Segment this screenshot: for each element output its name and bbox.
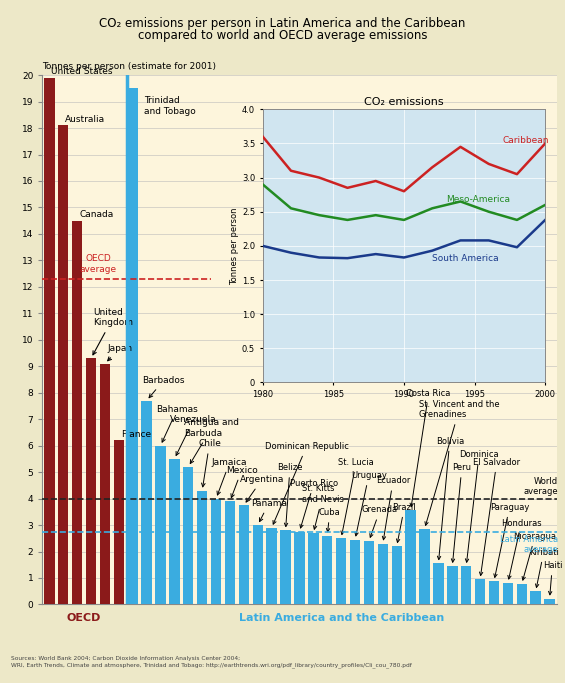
Text: Ecuador: Ecuador — [376, 476, 410, 540]
Bar — [99, 363, 110, 604]
Bar — [72, 221, 82, 604]
Bar — [128, 88, 138, 604]
Bar — [531, 591, 541, 604]
Text: Antigua and
Barbuda: Antigua and Barbuda — [184, 418, 239, 464]
Bar — [253, 525, 263, 604]
Bar — [114, 441, 124, 604]
Text: OECD: OECD — [67, 613, 101, 623]
Bar — [308, 533, 319, 604]
Bar — [141, 401, 152, 604]
Bar — [225, 501, 235, 604]
Text: Panama: Panama — [251, 499, 287, 522]
Text: CO₂ emissions per person in Latin America and the Caribbean: CO₂ emissions per person in Latin Americ… — [99, 17, 466, 30]
Text: Puerto Rico: Puerto Rico — [290, 479, 338, 528]
Bar — [503, 583, 513, 604]
Title: CO₂ emissions: CO₂ emissions — [364, 97, 444, 107]
Bar — [447, 566, 458, 604]
Bar — [544, 598, 555, 604]
Text: Cuba: Cuba — [319, 508, 341, 532]
Text: Kiribati: Kiribati — [529, 548, 559, 587]
Text: Costa Rica: Costa Rica — [406, 389, 451, 507]
Text: Venezuela: Venezuela — [170, 415, 217, 456]
Text: Brazil: Brazil — [393, 503, 416, 542]
Text: St. Vincent and the
Grenadines: St. Vincent and the Grenadines — [419, 400, 499, 525]
Text: Canada: Canada — [79, 210, 114, 219]
Text: Tonnes per person (estimate for 2001): Tonnes per person (estimate for 2001) — [42, 62, 216, 71]
Bar — [475, 579, 485, 604]
Text: Grenada: Grenada — [362, 505, 398, 538]
Bar — [197, 490, 207, 604]
Text: World
average: World average — [523, 477, 558, 497]
Text: Caribbean: Caribbean — [503, 135, 549, 145]
Text: Japan: Japan — [107, 344, 132, 361]
Text: Belize: Belize — [277, 463, 303, 527]
Bar — [267, 528, 277, 604]
Text: Sources: World Bank 2004; Carbon Dioxide Information Analysis Center 2004;
WRI, : Sources: World Bank 2004; Carbon Dioxide… — [11, 656, 412, 668]
Text: United
Kingdom: United Kingdom — [93, 308, 133, 354]
Text: Bolivia: Bolivia — [436, 436, 464, 559]
Bar — [516, 584, 527, 604]
Text: Nicaragua: Nicaragua — [514, 532, 557, 580]
Text: Latin America and the Caribbean: Latin America and the Caribbean — [238, 613, 444, 623]
Text: Dominica: Dominica — [459, 450, 499, 562]
Text: Honduras: Honduras — [501, 518, 542, 579]
Bar — [392, 546, 402, 604]
Bar — [169, 459, 180, 604]
Text: Trinidad
and Tobago: Trinidad and Tobago — [144, 96, 195, 115]
Text: Haiti: Haiti — [542, 561, 562, 595]
Text: Uruguay: Uruguay — [351, 471, 386, 536]
Text: Latin America
average: Latin America average — [500, 535, 558, 554]
Bar — [44, 78, 55, 604]
Bar — [86, 359, 96, 604]
Bar — [211, 499, 221, 604]
Text: Chile: Chile — [198, 439, 221, 487]
Text: St. Kitts
and Nevis: St. Kitts and Nevis — [302, 484, 344, 529]
Bar — [336, 538, 346, 604]
Text: OECD
average: OECD average — [80, 254, 116, 274]
Text: Barbados: Barbados — [142, 376, 185, 398]
Text: St. Lucia: St. Lucia — [338, 458, 374, 535]
Bar — [350, 540, 360, 604]
Text: Mexico: Mexico — [226, 466, 258, 498]
Bar — [364, 541, 374, 604]
Bar — [377, 544, 388, 604]
Bar — [238, 505, 249, 604]
Text: Peru: Peru — [451, 463, 471, 562]
Bar — [58, 126, 68, 604]
Text: Argentina: Argentina — [240, 475, 284, 502]
Bar — [322, 535, 332, 604]
Text: Bahamas: Bahamas — [157, 405, 198, 442]
Text: Australia: Australia — [66, 115, 106, 124]
Bar — [280, 530, 291, 604]
Text: France: France — [121, 430, 151, 439]
Y-axis label: Tonnes per person: Tonnes per person — [230, 207, 239, 285]
Text: compared to world and OECD average emissions: compared to world and OECD average emiss… — [138, 29, 427, 42]
Bar — [489, 581, 499, 604]
Text: Paraguay: Paraguay — [490, 503, 529, 577]
Bar — [294, 531, 305, 604]
Bar — [461, 566, 471, 604]
Text: United States: United States — [51, 68, 113, 76]
Bar — [419, 529, 430, 604]
Text: Meso-America: Meso-America — [446, 195, 510, 204]
Text: South America: South America — [432, 253, 499, 263]
Text: El Salvador: El Salvador — [473, 458, 520, 576]
Bar — [433, 563, 444, 604]
Text: Jamaica: Jamaica — [212, 458, 247, 495]
Bar — [406, 510, 416, 604]
Text: Dominican Republic: Dominican Republic — [265, 442, 349, 524]
Bar — [155, 445, 166, 604]
Bar — [183, 467, 193, 604]
